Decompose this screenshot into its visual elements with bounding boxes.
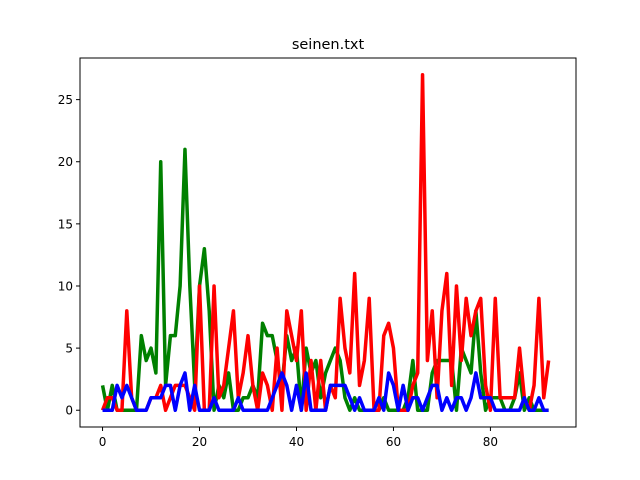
- series-line-1: [100, 147, 549, 412]
- series-line-3: [102, 371, 549, 412]
- y-tick-label: 25: [58, 93, 73, 107]
- y-tick-label: 15: [58, 217, 73, 231]
- x-axis: 0 20 40 60 80: [99, 427, 498, 449]
- x-tick-label: 80: [483, 435, 498, 449]
- y-tick-label: 0: [65, 404, 73, 418]
- x-tick-label: 40: [289, 435, 304, 449]
- y-tick-label: 5: [65, 342, 73, 356]
- y-axis: 0 5 10 15 20 25: [58, 93, 80, 418]
- x-tick-label: 60: [386, 435, 401, 449]
- plot-frame: [79, 57, 577, 428]
- x-tick-label: 0: [99, 435, 107, 449]
- y-tick-label: 10: [58, 279, 73, 293]
- x-tick-label: 20: [192, 435, 207, 449]
- y-tick-label: 20: [58, 155, 73, 169]
- chart-title: seinen.txt: [292, 37, 365, 53]
- series-layer: [100, 73, 551, 412]
